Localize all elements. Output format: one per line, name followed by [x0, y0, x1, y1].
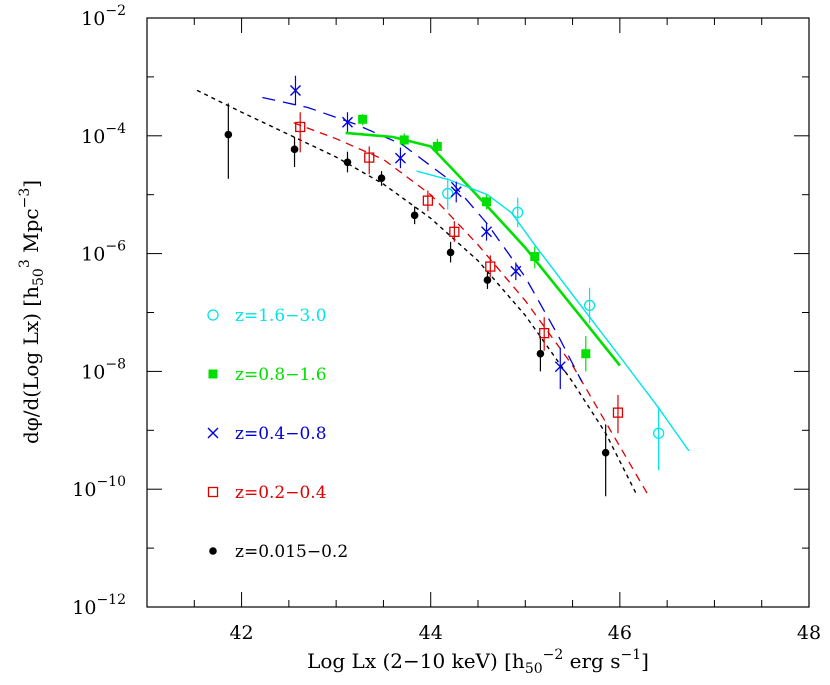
legend-marker: [209, 547, 217, 555]
model-curve: [416, 170, 690, 452]
cross-stroke: [450, 186, 462, 198]
data-point: [295, 121, 306, 133]
y-axis-title: dφ/d(Log Lx) [h503 Mpc−3]: [17, 180, 47, 444]
data-point: [481, 226, 493, 238]
data-point: [612, 407, 624, 418]
data-point: [290, 145, 299, 154]
cross-stroke: [289, 84, 301, 96]
y-tick-label: 10−12: [72, 592, 126, 619]
cross-stroke: [481, 226, 493, 238]
data-point: [341, 116, 353, 128]
data-point: [394, 152, 406, 164]
data-point: [601, 448, 610, 457]
x-tick-label: 42: [229, 622, 253, 644]
y-tick-label: 10−6: [81, 239, 126, 266]
data-point: [554, 361, 566, 373]
data-point: [581, 349, 591, 359]
data-point: [399, 135, 409, 145]
data-point: [583, 299, 596, 312]
data-point: [530, 252, 540, 262]
legend-label: z=0.015−0.2: [235, 542, 348, 562]
axis-tick-labels: 42 44 46 48 10−2 10−4 10−6 10−8 10−10 10−12: [72, 3, 821, 644]
y-tick-label: 10−10: [72, 474, 126, 501]
data-point: [377, 174, 386, 183]
data-point: [449, 226, 460, 237]
x-tick-label: 46: [608, 622, 632, 644]
x-tick-label: 44: [419, 622, 443, 644]
cross-stroke: [554, 361, 566, 373]
legend-marker: [207, 427, 219, 439]
model-curve: [262, 96, 583, 383]
data-point: [450, 186, 462, 198]
cross-stroke: [510, 265, 522, 277]
data-point: [289, 84, 301, 96]
data-point: [422, 195, 434, 206]
data-point: [510, 265, 522, 277]
legend-marker: [207, 309, 219, 321]
data-point: [358, 114, 368, 124]
data-point: [512, 206, 524, 219]
y-tick-label: 10−4: [81, 121, 126, 148]
cross-stroke: [394, 152, 406, 164]
data-point: [485, 261, 496, 272]
cross-stroke: [341, 116, 353, 128]
data-point: [483, 276, 492, 284]
data-point: [364, 152, 375, 163]
data-point: [410, 211, 419, 220]
legend-marker: [208, 369, 218, 379]
model-curve: [196, 89, 638, 496]
data-point: [482, 197, 492, 207]
model-curve: [293, 122, 649, 496]
data-point: [539, 327, 550, 339]
data-point: [343, 158, 352, 167]
x-axis-title: Log Lx (2−10 keV) [h50−2 erg s−1]: [307, 647, 649, 677]
data-point: [446, 248, 455, 257]
data-point: [652, 427, 665, 439]
legend-label: z=1.6−3.0: [235, 306, 327, 326]
model-curves: [196, 89, 690, 496]
cross-stroke: [207, 427, 219, 439]
axis-ticks: [146, 17, 810, 608]
legend-label: z=0.8−1.6: [235, 365, 327, 385]
data-point: [442, 187, 454, 200]
data-point: [224, 130, 233, 139]
y-tick-label: 10−2: [81, 3, 126, 30]
data-point: [432, 141, 442, 151]
legend-label: z=0.2−0.4: [235, 483, 327, 503]
data-point: [536, 349, 545, 358]
data-points: [224, 84, 665, 457]
x-tick-label: 48: [797, 622, 821, 644]
y-tick-label: 10−8: [81, 356, 126, 383]
legend-marker: [207, 486, 219, 498]
legend: z=1.6−3.0 z=0.8−1.6 z=0.4−0.8 z=0.2−0.4 z=0.…: [207, 306, 348, 562]
legend-label: z=0.4−0.8: [235, 424, 327, 444]
model-curve: [345, 131, 621, 367]
